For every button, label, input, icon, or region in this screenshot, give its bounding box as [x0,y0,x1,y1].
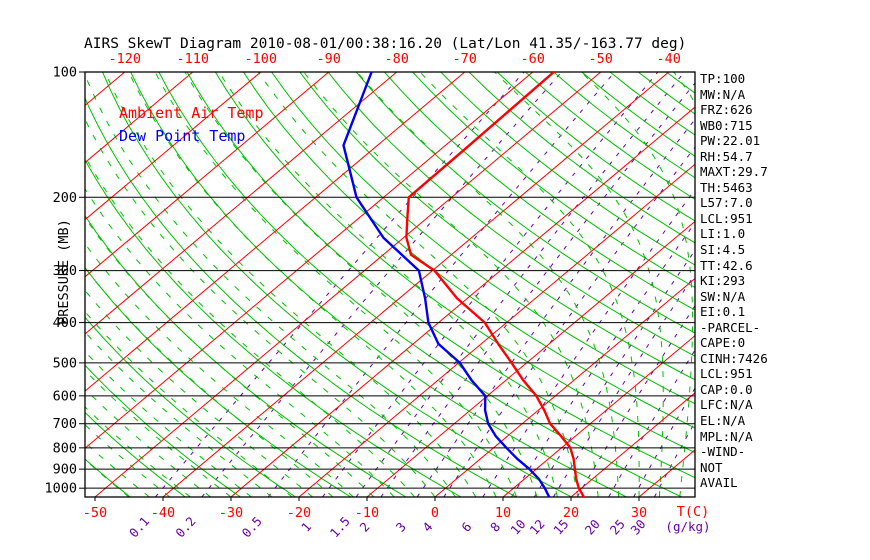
svg-text:-60: -60 [521,51,545,67]
stat-line: AVAIL [700,475,738,491]
svg-text:900: 900 [53,462,77,478]
stat-line: FRZ:626 [700,102,753,118]
svg-text:12: 12 [526,516,547,537]
pressure-labels: 100 200 300 400 500 600 700 800 900 1000 PRESSURE … [44,65,77,497]
moist-adiabats [85,72,695,497]
svg-text:3: 3 [393,519,409,535]
stat-line: TP:100 [700,71,746,86]
svg-text:300: 300 [53,263,77,279]
svg-text:800: 800 [53,440,77,456]
svg-text:20: 20 [563,505,579,521]
stat-line: EL:N/A [700,413,746,429]
svg-text:-80: -80 [385,51,409,67]
svg-text:4: 4 [419,519,435,535]
svg-text:-120: -120 [108,51,141,67]
svg-text:700: 700 [53,416,77,432]
stat-line: TH:5463 [700,179,753,195]
svg-text:0.1: 0.1 [126,514,152,541]
top-temp-labels: -120 -110 -100 -90 -80 -70 -60 -50 -40 [108,51,680,67]
svg-text:1: 1 [298,519,314,535]
stat-line: LFC:N/A [700,397,753,413]
svg-text:0.2: 0.2 [172,514,198,541]
svg-text:0: 0 [431,505,439,521]
stat-line: CAP:0.0 [700,381,753,397]
svg-text:2: 2 [356,519,372,535]
svg-text:10: 10 [495,505,511,521]
stat-line: MW:N/A [700,86,746,102]
stat-line: L57:7.0 [700,195,753,211]
svg-text:500: 500 [53,355,77,371]
svg-text:T(C): T(C) [677,504,710,520]
svg-text:200: 200 [53,190,77,206]
stat-line: EI:0.1 [700,304,746,320]
stat-line: MPL:N/A [700,428,753,444]
svg-text:600: 600 [53,388,77,404]
svg-text:25: 25 [607,516,628,537]
svg-text:PRESSURE (MB): PRESSURE (MB) [56,219,72,325]
page-title: AIRS SkewT Diagram 2010-08-01/00:38:16.2… [84,36,687,52]
mixing-ratio-lines [155,72,695,497]
stat-line: CAPE:0 [700,335,746,351]
stat-line: CINH:7426 [700,350,768,366]
svg-text:100: 100 [53,65,77,81]
stat-line: -PARCEL- [700,319,761,335]
svg-text:(g/kg): (g/kg) [665,519,710,534]
svg-text:30: 30 [627,516,648,537]
svg-text:-90: -90 [317,51,341,67]
legend-dewpoint-label: Dew Point Temp [119,127,246,145]
plot-frame [84,71,696,498]
stats-panel: TP:100 MW:N/A FRZ:626 WB0:715 PW:22.01 RH:54.… [700,71,865,491]
stat-line: NOT [700,459,723,475]
svg-text:-50: -50 [83,505,107,521]
svg-text:15: 15 [550,516,571,537]
stat-line: MAXT:29.7 [700,164,768,180]
svg-text:-50: -50 [589,51,613,67]
svg-text:-110: -110 [176,51,209,67]
stat-line: SI:4.5 [700,242,746,258]
svg-text:30: 30 [631,505,647,521]
stat-line: LCL:951 [700,210,753,226]
stat-line: -WIND- [700,444,746,460]
stat-line: LI:1.0 [700,226,746,242]
svg-text:1.5: 1.5 [327,514,353,541]
svg-text:-30: -30 [219,505,243,521]
isotherms [85,72,695,497]
stat-line: KI:293 [700,273,746,289]
stat-line: PW:22.01 [700,133,761,149]
svg-text:-70: -70 [453,51,477,67]
dewpoint-profile [342,72,551,497]
svg-text:400: 400 [53,315,77,331]
stat-line: WB0:715 [700,117,753,133]
stat-line: TT:42.6 [700,257,753,273]
stat-line: SW:N/A [700,288,746,304]
legend-temperature-label: Ambient Air Temp [119,104,264,122]
bottom-temp-labels: -50 -40 -30 -20 -10 0 10 20 30 T(C) [83,497,709,521]
stat-line: RH:54.7 [700,148,753,164]
svg-text:6: 6 [458,519,474,535]
svg-text:20: 20 [582,516,603,537]
svg-text:-40: -40 [657,51,681,67]
svg-text:10: 10 [507,516,528,537]
legend: Ambient Air Temp Dew Point Temp [119,102,264,148]
svg-text:8: 8 [487,519,503,535]
svg-text:-20: -20 [287,505,311,521]
svg-text:-100: -100 [244,51,277,67]
temperature-profile [405,72,586,497]
svg-text:-40: -40 [151,505,175,521]
svg-text:-10: -10 [355,505,379,521]
svg-text:1000: 1000 [44,481,77,497]
stat-line: LCL:951 [700,366,753,382]
